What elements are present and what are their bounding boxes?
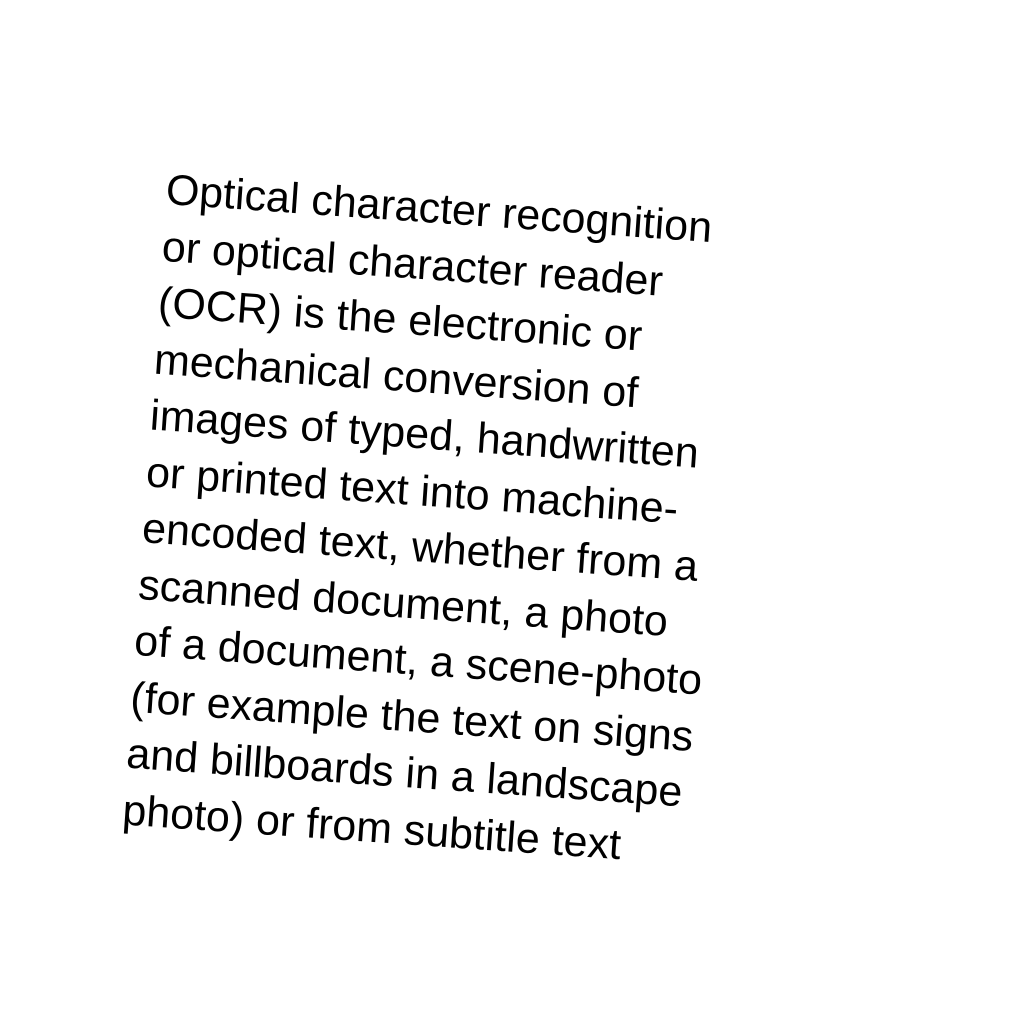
ocr-paragraph: Optical character recognition or optical… bbox=[121, 162, 847, 886]
